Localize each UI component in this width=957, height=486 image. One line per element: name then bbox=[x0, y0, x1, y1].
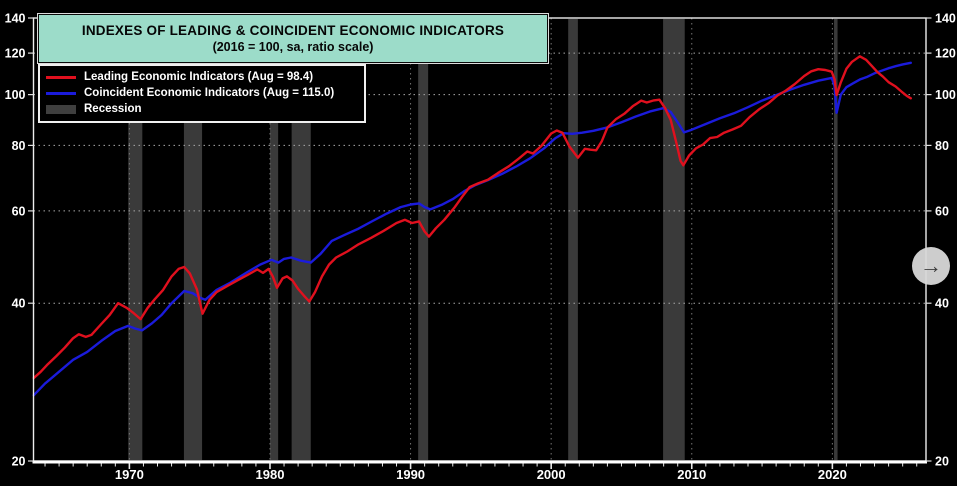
x-axis-label: 1990 bbox=[396, 467, 425, 482]
legend-label-recession: Recession bbox=[84, 103, 142, 115]
y-axis-label-right: 80 bbox=[935, 139, 949, 153]
y-axis-label-right: 140 bbox=[935, 12, 956, 26]
x-axis-label: 2010 bbox=[677, 467, 706, 482]
recession-band bbox=[418, 19, 429, 460]
legend-item-cei: Coincident Economic Indicators (Aug = 11… bbox=[46, 85, 358, 101]
x-axis-label: 2000 bbox=[537, 467, 566, 482]
recession-band bbox=[568, 19, 578, 460]
lei-line bbox=[32, 55, 912, 380]
chart-title: INDEXES OF LEADING & COINCIDENT ECONOMIC… bbox=[81, 23, 505, 38]
recession-band bbox=[291, 19, 311, 460]
lei-line-swatch bbox=[46, 75, 76, 79]
next-button[interactable]: → bbox=[912, 247, 950, 285]
y-axis-label-left: 100 bbox=[5, 88, 26, 102]
legend-label-cei: Coincident Economic Indicators (Aug = 11… bbox=[84, 87, 335, 99]
x-axis-label: 2020 bbox=[818, 467, 847, 482]
chart-subtitle: (2016 = 100, sa, ratio scale) bbox=[212, 40, 374, 54]
y-axis-label-right: 120 bbox=[935, 47, 956, 61]
recession-band bbox=[269, 19, 279, 460]
recession-swatch bbox=[46, 104, 76, 114]
y-axis-label-right: 60 bbox=[935, 204, 949, 218]
y-axis-label-left: 20 bbox=[12, 455, 26, 469]
y-axis-label-left: 120 bbox=[5, 47, 26, 61]
right-arrow-icon: → bbox=[920, 253, 942, 278]
y-axis-label-left: 140 bbox=[5, 12, 26, 26]
legend-box: Leading Economic Indicators (Aug = 98.4)… bbox=[38, 64, 366, 123]
x-axis-label: 1980 bbox=[256, 467, 285, 482]
y-axis-label-right: 40 bbox=[935, 297, 949, 311]
y-axis-label-left: 80 bbox=[12, 139, 26, 153]
recession-band bbox=[128, 19, 143, 460]
title-box: INDEXES OF LEADING & COINCIDENT ECONOMIC… bbox=[38, 14, 548, 63]
y-axis-label-right: 20 bbox=[935, 455, 949, 469]
x-axis-label: 1970 bbox=[115, 467, 144, 482]
recession-band bbox=[183, 19, 203, 460]
legend-item-lei: Leading Economic Indicators (Aug = 98.4) bbox=[46, 69, 358, 85]
y-axis-label-right: 100 bbox=[935, 88, 956, 102]
y-axis-label-left: 40 bbox=[12, 297, 26, 311]
y-axis-label-left: 60 bbox=[12, 204, 26, 218]
recession-band bbox=[663, 19, 685, 460]
recession-band bbox=[834, 19, 838, 460]
cei-line-swatch bbox=[46, 91, 76, 95]
legend-label-lei: Leading Economic Indicators (Aug = 98.4) bbox=[84, 71, 314, 83]
legend-item-recession: Recession bbox=[46, 101, 358, 117]
